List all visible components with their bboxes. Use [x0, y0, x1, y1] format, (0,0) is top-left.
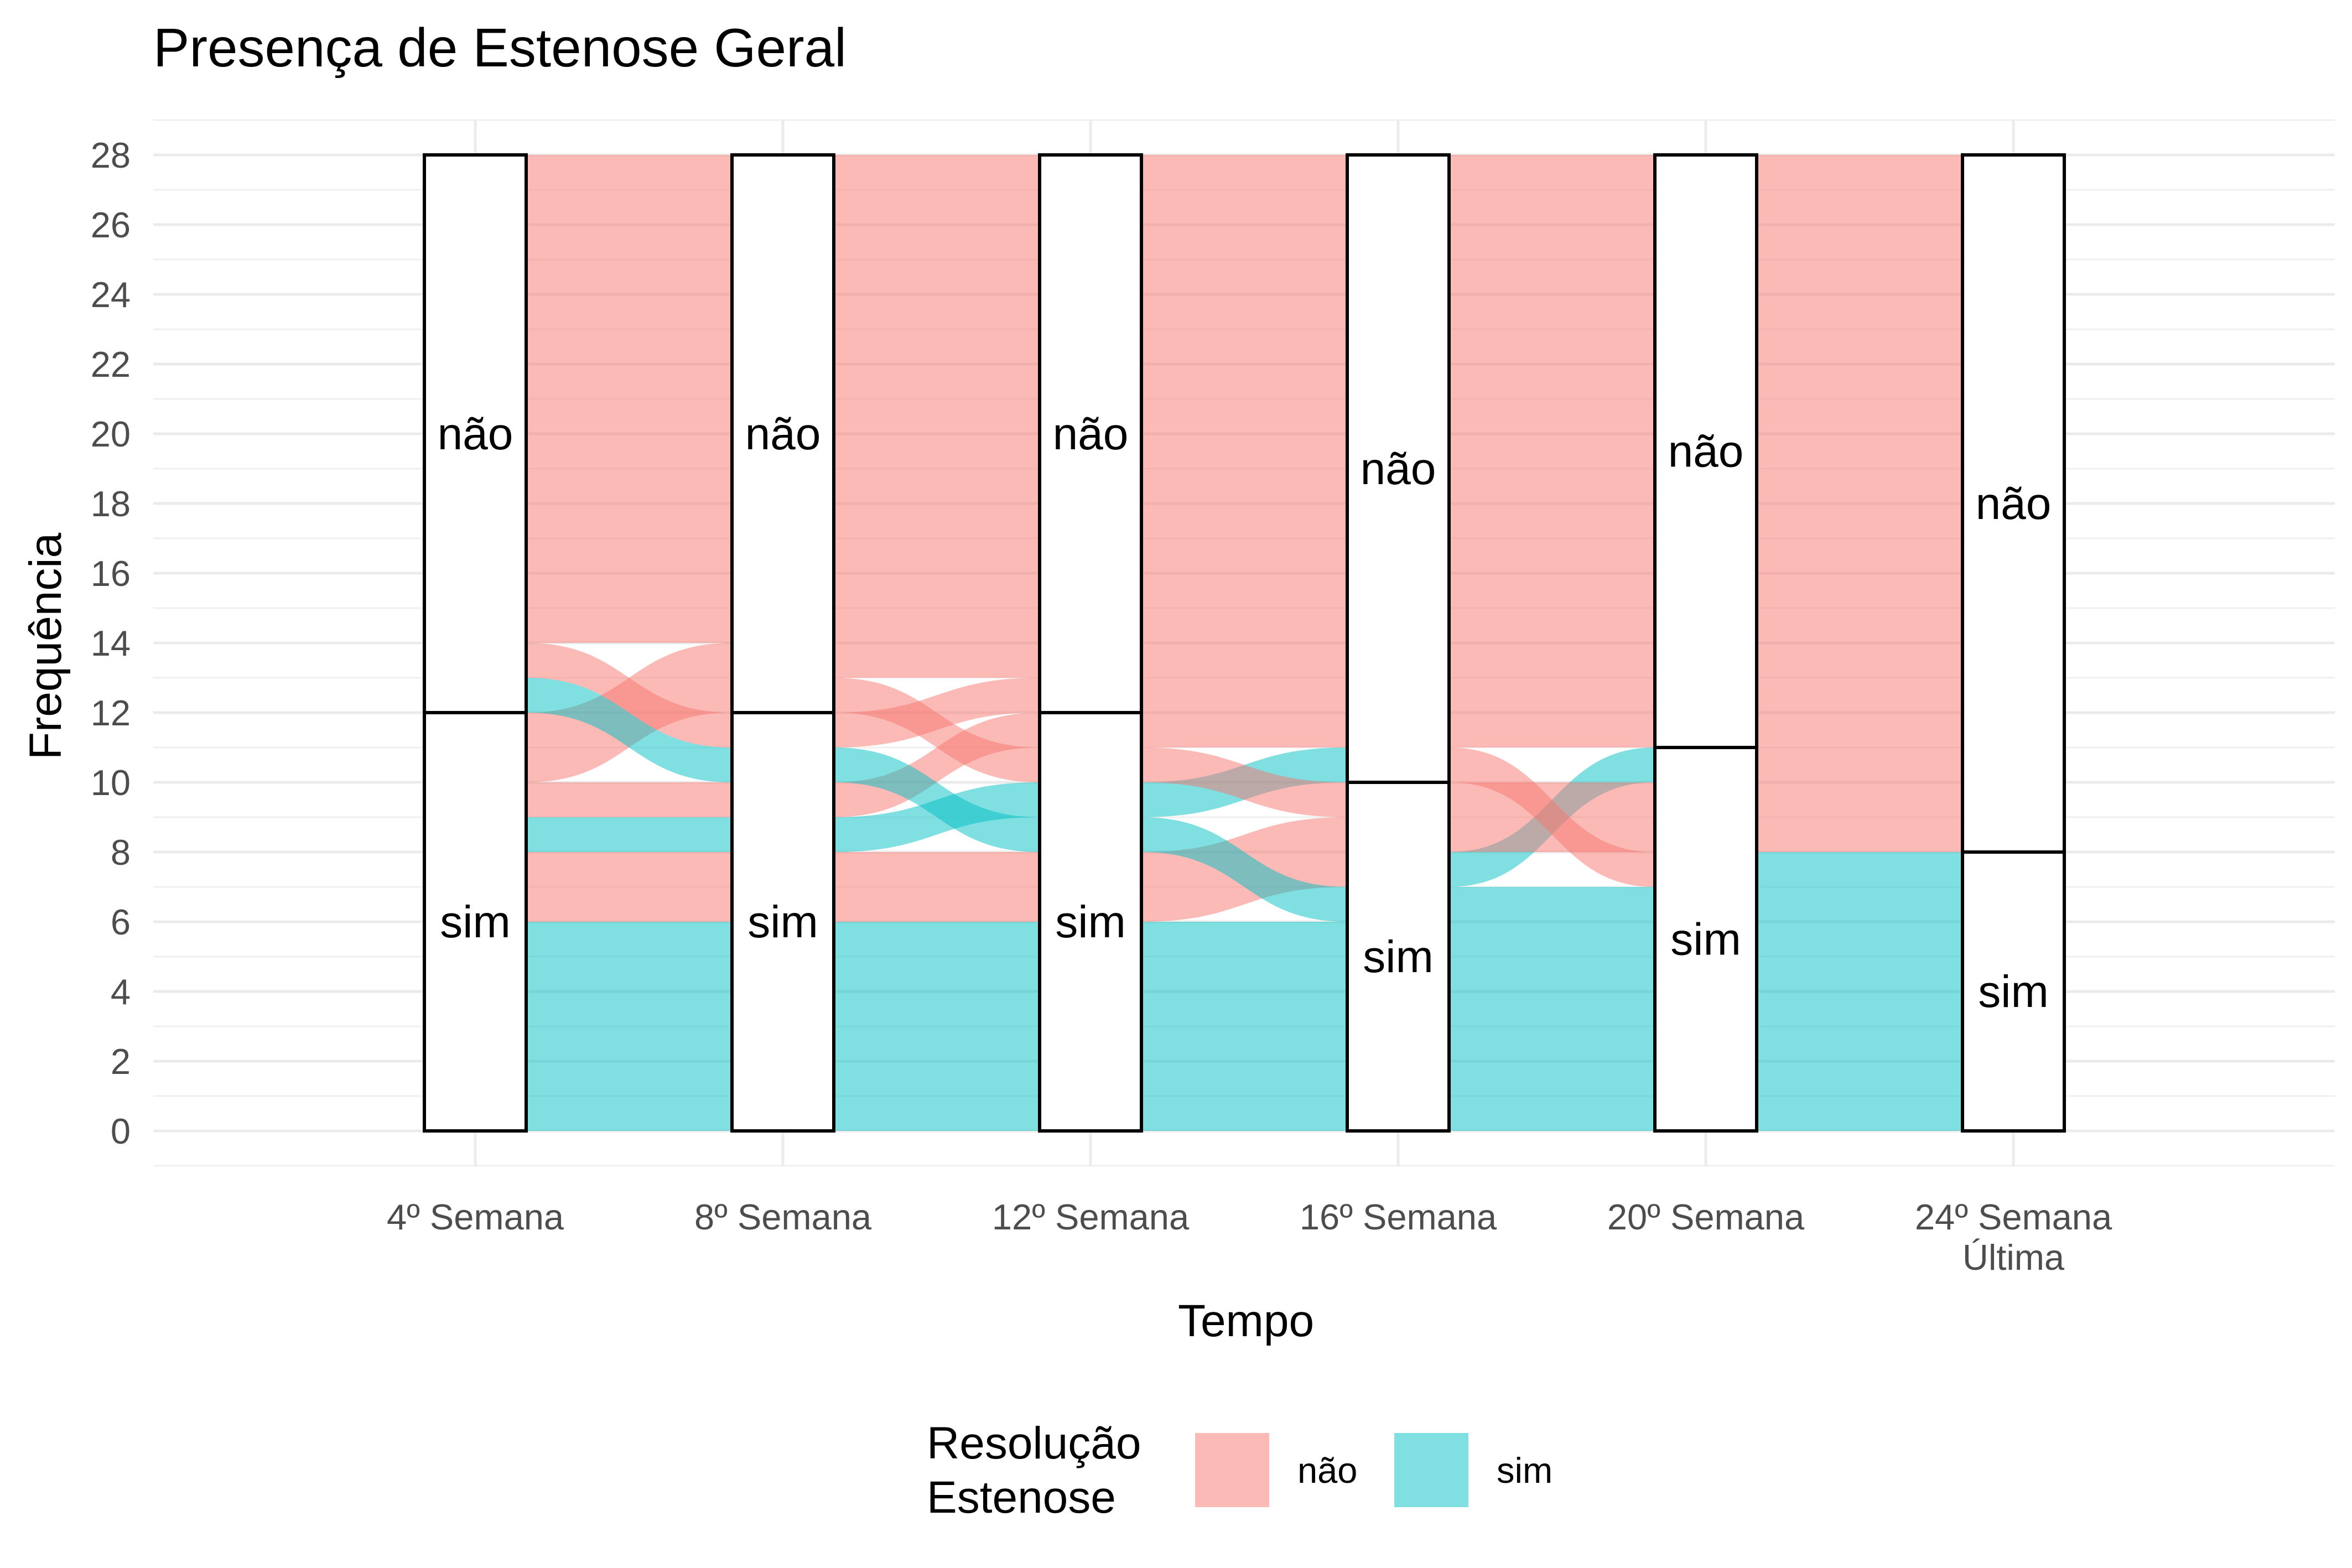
x-tick-label: 4º Semana: [387, 1197, 564, 1237]
flow-2-sim: [1141, 817, 1347, 922]
y-tick-label: 4: [111, 972, 131, 1012]
stratum-label: sim: [747, 897, 818, 947]
flow-0-nao: [526, 852, 732, 922]
flow-3-nao: [1449, 747, 1655, 887]
x-axis-title: Tempo: [1178, 1296, 1314, 1346]
stratum-label: não: [1053, 409, 1129, 459]
flow-1-sim: [834, 922, 1040, 1131]
stratum-label: não: [745, 409, 821, 459]
flow-4-nao: [1757, 155, 1962, 852]
flow-3-nao: [1449, 155, 1655, 747]
stratum-label: sim: [1978, 967, 2049, 1017]
y-tick-label: 8: [111, 832, 131, 873]
stratum-label: sim: [1670, 915, 1741, 965]
legend-key-sim: [1394, 1433, 1468, 1507]
stratum-label: não: [1668, 427, 1744, 477]
legend-label: não: [1297, 1450, 1357, 1491]
chart-title: Presença de Estenose Geral: [153, 17, 847, 78]
y-axis-title: Frequência: [20, 532, 71, 760]
stratum-label: não: [438, 409, 513, 459]
stratum-label: sim: [1363, 932, 1434, 982]
y-tick-label: 10: [91, 762, 131, 803]
y-tick-label: 24: [91, 274, 131, 315]
stratum-box: [423, 153, 528, 714]
y-tick-label: 0: [111, 1111, 131, 1151]
stratum-box: [1961, 153, 2066, 854]
flow-1-nao: [834, 155, 1040, 608]
flow-2-nao: [1141, 155, 1347, 713]
y-tick-label: 12: [91, 693, 131, 733]
flow-0-nao: [526, 782, 732, 817]
flow-1-nao: [834, 713, 1040, 817]
flow-0-sim: [526, 922, 732, 1131]
legend-title: Resolução Estenose: [927, 1418, 1141, 1523]
flow-0-nao: [526, 643, 732, 747]
flow-1-nao: [834, 852, 1040, 922]
y-tick-label: 14: [91, 623, 131, 663]
flow-1-nao: [834, 608, 1040, 643]
y-tick-label: 16: [91, 553, 131, 594]
x-tick-label: 8º Semana: [694, 1197, 872, 1237]
flow-4-sim: [1757, 852, 1962, 1131]
flow-1-nao: [834, 643, 1040, 678]
strata: [423, 153, 2066, 1133]
flow-1-sim: [834, 747, 1040, 852]
x-tick-label: 16º Semana: [1300, 1197, 1497, 1237]
y-tick-label: 20: [91, 414, 131, 454]
legend-label: sim: [1497, 1450, 1553, 1491]
stratum-labels: sim não sim não sim não sim não sim não sim não: [438, 409, 2052, 1017]
legend-key-nao: [1195, 1433, 1269, 1507]
flow-1-nao: [834, 678, 1040, 782]
y-tick-label: 26: [91, 205, 131, 245]
flow-2-nao: [1141, 713, 1347, 747]
stratum-label: não: [1976, 479, 2052, 529]
stratum-label: sim: [440, 897, 511, 947]
x-tick-label: 20º Semana: [1607, 1197, 1805, 1237]
stratum-label: não: [1361, 444, 1436, 494]
stratum-box: [1346, 153, 1451, 784]
legend: Resolução Estenose não sim: [927, 1418, 1553, 1523]
stratum-box: [1653, 153, 1758, 749]
x-tick-label: 12º Semana: [992, 1197, 1190, 1237]
y-tick-label: 28: [91, 135, 131, 175]
y-tick-label: 18: [91, 484, 131, 524]
flow-2-nao: [1141, 747, 1347, 817]
flow-2-sim: [1141, 922, 1347, 1131]
flow-3-sim: [1449, 887, 1655, 1131]
stratum-label: sim: [1055, 897, 1126, 947]
stratum-box: [423, 711, 528, 1133]
stratum-box: [730, 153, 835, 714]
x-axis-ticks: 4º Semana 8º Semana 12º Semana 16º Semana 20…: [387, 1197, 2112, 1278]
y-tick-label: 22: [91, 344, 131, 385]
stratum-box: [1038, 153, 1143, 714]
y-tick-label: 2: [111, 1041, 131, 1082]
flow-0-sim: [526, 678, 732, 782]
y-tick-label: 6: [111, 902, 131, 942]
flow-0-nao: [526, 155, 732, 643]
flows: [526, 155, 1962, 1131]
flow-0-sim: [526, 817, 732, 852]
x-tick-label: 24º Semana Última: [1915, 1197, 2112, 1278]
stratum-box: [1961, 850, 2066, 1133]
